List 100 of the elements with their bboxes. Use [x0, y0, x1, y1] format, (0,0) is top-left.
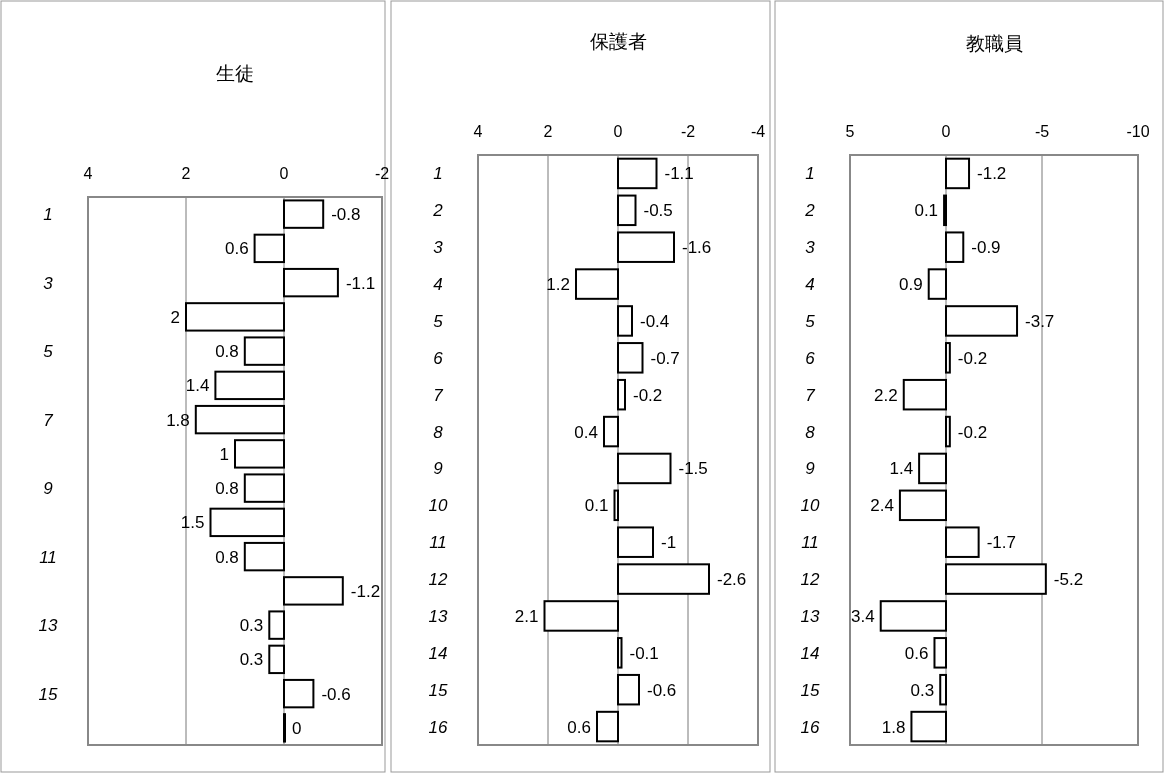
bar: [283, 267, 339, 298]
x-tick-label: 0: [941, 123, 951, 140]
bar: [927, 268, 947, 300]
y-tick-label: 14: [800, 643, 820, 663]
data-label: -0.2: [633, 385, 663, 405]
x-tick-label: 0: [613, 123, 623, 140]
data-label: -3.7: [1025, 311, 1055, 331]
x-tick-label: -2: [680, 123, 696, 140]
data-label: 1.8: [166, 410, 190, 430]
bar: [898, 489, 947, 522]
data-label: -0.7: [650, 348, 680, 368]
y-tick-label: 1: [433, 164, 443, 184]
data-label: -0.6: [321, 684, 351, 704]
data-label: -1.2: [977, 164, 1007, 184]
y-tick-label: 14: [428, 643, 448, 663]
data-label: 0.9: [899, 275, 923, 295]
bar: [945, 157, 971, 190]
data-label: -5.2: [1053, 570, 1084, 590]
data-label: -0.1: [629, 643, 659, 663]
y-tick-label: 5: [43, 342, 54, 362]
y-tick-label: 2: [804, 201, 816, 221]
bar: [617, 378, 626, 411]
bar: [543, 600, 619, 632]
data-label: -1.1: [345, 273, 376, 293]
x-tick-label: 4: [473, 123, 483, 140]
bar: [902, 378, 947, 411]
bar: [617, 305, 633, 337]
y-tick-label: 13: [38, 616, 58, 636]
y-tick-label: 1: [43, 205, 53, 225]
y-tick-label: 16: [800, 717, 820, 737]
bar: [596, 710, 619, 743]
data-label: 1.8: [881, 717, 906, 737]
bar: [185, 302, 285, 332]
y-tick-label: 15: [800, 680, 820, 700]
bar: [283, 199, 325, 229]
data-label: -1.1: [664, 164, 694, 184]
bar: [613, 489, 619, 522]
data-label: -1.5: [678, 459, 708, 479]
chart-title: 教職員: [965, 33, 1023, 54]
bar: [617, 194, 637, 227]
data-label: 2.4: [870, 496, 894, 516]
bar: [209, 507, 285, 538]
x-tick-label: -10: [1126, 123, 1150, 140]
y-tick-label: 5: [433, 311, 444, 331]
chart-title: 生徒: [216, 63, 254, 84]
bar: [918, 452, 947, 485]
y-tick-label: 16: [428, 717, 448, 737]
x-tick-label: -2: [374, 165, 390, 182]
x-tick-label: 0: [279, 165, 289, 182]
bar: [910, 710, 947, 743]
x-tick-label: 4: [83, 165, 93, 182]
data-label: 0: [292, 718, 302, 738]
bar: [939, 673, 947, 706]
bar: [879, 600, 947, 632]
y-tick-label: 3: [433, 238, 444, 258]
data-label: 3.4: [851, 606, 875, 626]
bar: [617, 563, 710, 595]
y-tick-label: 15: [428, 680, 448, 700]
data-label: 0.1: [914, 201, 939, 221]
y-tick-label: 8: [805, 422, 816, 442]
data-label: -1.7: [986, 533, 1016, 553]
bar: [617, 673, 640, 706]
y-tick-label: 12: [428, 570, 448, 590]
data-label: 1: [219, 444, 229, 464]
data-label: 1.4: [185, 376, 210, 396]
bar: [933, 637, 947, 669]
data-label: -0.6: [647, 680, 677, 700]
data-label: 1.4: [889, 459, 914, 479]
y-tick-label: 6: [805, 348, 816, 368]
bar: [617, 342, 644, 374]
bar: [945, 305, 1019, 337]
data-label: -2.6: [717, 570, 747, 590]
y-tick-label: 12: [800, 570, 820, 590]
data-label: -1.2: [350, 581, 381, 601]
data-label: 1.2: [546, 275, 570, 295]
y-tick-label: 9: [43, 479, 54, 499]
data-label: -0.8: [331, 205, 361, 225]
bar: [243, 336, 285, 366]
y-tick-label: 1: [805, 164, 815, 184]
bar: [945, 526, 980, 558]
y-tick-label: 3: [43, 273, 54, 293]
bar: [283, 678, 315, 709]
bar: [945, 231, 965, 263]
y-tick-label: 13: [428, 606, 448, 626]
data-label: 0.8: [215, 547, 239, 567]
data-label: 2.2: [874, 385, 898, 405]
bar: [194, 404, 285, 435]
data-label: 0.8: [215, 342, 239, 362]
y-tick-label: 7: [805, 385, 816, 405]
x-tick-label: 2: [543, 123, 553, 140]
bar: [214, 370, 285, 401]
y-tick-label: 10: [800, 496, 820, 516]
data-label: 1.5: [180, 513, 205, 533]
data-label: -0.2: [957, 348, 988, 368]
bar: [617, 526, 654, 558]
x-tick-label: -5: [1034, 123, 1050, 140]
y-tick-label: 6: [433, 348, 444, 368]
bar: [575, 268, 619, 300]
data-label: 0.1: [584, 496, 609, 516]
data-label: -1.6: [682, 238, 712, 258]
